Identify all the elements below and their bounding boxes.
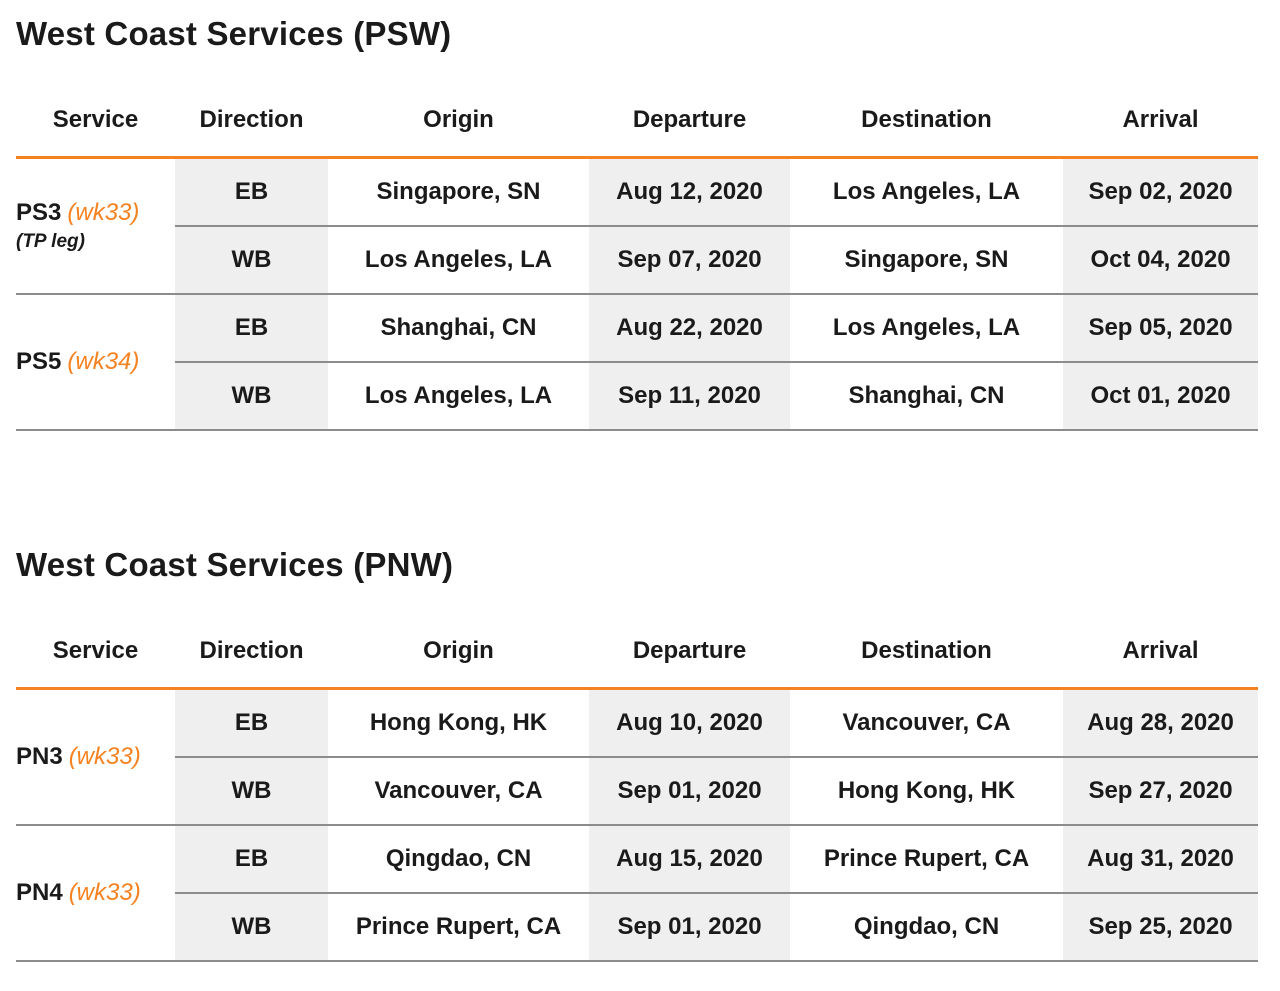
arrival-cell: Sep 27, 2020 bbox=[1063, 757, 1258, 826]
origin-cell: Shanghai, CN bbox=[328, 294, 589, 363]
arrival-cell: Sep 02, 2020 bbox=[1063, 157, 1258, 227]
header-service: Service bbox=[16, 84, 175, 159]
pnw-title: West Coast Services (PNW) bbox=[16, 546, 454, 583]
header-arrival: Arrival bbox=[1063, 84, 1258, 159]
destination-cell: Hong Kong, HK bbox=[790, 757, 1063, 826]
departure-cell: Sep 11, 2020 bbox=[589, 362, 790, 431]
service-cell-pn4: PN4 (wk33) bbox=[16, 825, 175, 962]
direction-cell: WB bbox=[175, 362, 328, 431]
table-row: PN4 (wk33) EB Qingdao, CN Aug 15, 2020 Pr… bbox=[16, 825, 1258, 962]
departure-cell: Aug 10, 2020 bbox=[589, 688, 790, 758]
arrival-cell: Sep 05, 2020 bbox=[1063, 294, 1258, 363]
pnw-header-row: Service Direction Origin Departure Desti… bbox=[16, 615, 1258, 690]
destination-cell: Vancouver, CA bbox=[790, 688, 1063, 758]
destination-cell: Shanghai, CN bbox=[790, 362, 1063, 431]
header-origin: Origin bbox=[328, 84, 589, 159]
table-row: PS5 (wk34) EB Shanghai, CN Aug 22, 2020 L… bbox=[16, 294, 1258, 431]
departure-cell: Aug 22, 2020 bbox=[589, 294, 790, 363]
direction-cell: WB bbox=[175, 893, 328, 962]
origin-cell: Los Angeles, LA bbox=[328, 362, 589, 431]
departure-cell: Aug 15, 2020 bbox=[589, 825, 790, 894]
origin-cell: Prince Rupert, CA bbox=[328, 893, 589, 962]
origin-cell: Los Angeles, LA bbox=[328, 226, 589, 295]
direction-cell: EB bbox=[175, 294, 328, 363]
arrival-cell: Aug 31, 2020 bbox=[1063, 825, 1258, 894]
arrival-cell: Sep 25, 2020 bbox=[1063, 893, 1258, 962]
psw-table: Service Direction Origin Departure Desti… bbox=[16, 84, 1258, 431]
table-row: PN3 (wk33) EB Hong Kong, HK Aug 10, 2020 … bbox=[16, 688, 1258, 826]
service-cell-ps5: PS5 (wk34) bbox=[16, 294, 175, 431]
header-departure: Departure bbox=[589, 84, 790, 159]
header-direction: Direction bbox=[175, 84, 328, 159]
psw-header-row: Service Direction Origin Departure Desti… bbox=[16, 84, 1258, 159]
table-row: WB Los Angeles, LA Sep 07, 2020 Singapor… bbox=[16, 226, 1258, 295]
pnw-table: Service Direction Origin Departure Desti… bbox=[16, 615, 1258, 962]
service-cell-pn3: PN3 (wk33) bbox=[16, 688, 175, 826]
origin-cell: Vancouver, CA bbox=[328, 757, 589, 826]
service-week: (wk33) bbox=[67, 199, 140, 227]
service-week: (wk33) bbox=[68, 879, 141, 907]
origin-cell: Qingdao, CN bbox=[328, 825, 589, 894]
destination-cell: Prince Rupert, CA bbox=[790, 825, 1063, 894]
destination-cell: Qingdao, CN bbox=[790, 893, 1063, 962]
header-arrival: Arrival bbox=[1063, 615, 1258, 690]
header-departure: Departure bbox=[589, 615, 790, 690]
header-service: Service bbox=[16, 615, 175, 690]
direction-cell: WB bbox=[175, 757, 328, 826]
arrival-cell: Oct 01, 2020 bbox=[1063, 362, 1258, 431]
service-week: (wk33) bbox=[68, 743, 141, 771]
arrival-cell: Oct 04, 2020 bbox=[1063, 226, 1258, 295]
service-note: (TP leg) bbox=[16, 230, 85, 252]
table-row: WB Vancouver, CA Sep 01, 2020 Hong Kong,… bbox=[16, 757, 1258, 826]
direction-cell: EB bbox=[175, 688, 328, 758]
departure-cell: Sep 01, 2020 bbox=[589, 757, 790, 826]
direction-cell: WB bbox=[175, 226, 328, 295]
service-name: PS5 bbox=[16, 348, 62, 376]
header-destination: Destination bbox=[790, 84, 1063, 159]
header-direction: Direction bbox=[175, 615, 328, 690]
service-name: PN3 bbox=[16, 743, 63, 771]
service-cell-ps3: PS3 (wk33) (TP leg) bbox=[16, 157, 175, 295]
table-row: WB Los Angeles, LA Sep 11, 2020 Shanghai… bbox=[16, 362, 1258, 431]
direction-cell: EB bbox=[175, 825, 328, 894]
header-destination: Destination bbox=[790, 615, 1063, 690]
origin-cell: Singapore, SN bbox=[328, 157, 589, 227]
destination-cell: Los Angeles, LA bbox=[790, 157, 1063, 227]
psw-section: West Coast Services (PSW) Service Direct… bbox=[16, 14, 1258, 431]
psw-title: West Coast Services (PSW) bbox=[16, 15, 452, 52]
departure-cell: Sep 07, 2020 bbox=[589, 226, 790, 295]
service-name: PN4 bbox=[16, 879, 63, 907]
direction-cell: EB bbox=[175, 157, 328, 227]
arrival-cell: Aug 28, 2020 bbox=[1063, 688, 1258, 758]
service-week: (wk34) bbox=[67, 348, 140, 376]
header-origin: Origin bbox=[328, 615, 589, 690]
service-name: PS3 bbox=[16, 199, 62, 227]
pnw-section: West Coast Services (PNW) Service Direct… bbox=[16, 545, 1258, 962]
departure-cell: Sep 01, 2020 bbox=[589, 893, 790, 962]
destination-cell: Los Angeles, LA bbox=[790, 294, 1063, 363]
origin-cell: Hong Kong, HK bbox=[328, 688, 589, 758]
table-row: PS3 (wk33) (TP leg) EB Singapore, SN Aug … bbox=[16, 157, 1258, 295]
table-row: WB Prince Rupert, CA Sep 01, 2020 Qingda… bbox=[16, 893, 1258, 962]
destination-cell: Singapore, SN bbox=[790, 226, 1063, 295]
departure-cell: Aug 12, 2020 bbox=[589, 157, 790, 227]
